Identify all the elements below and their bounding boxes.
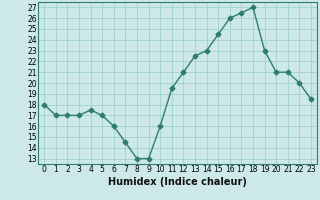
X-axis label: Humidex (Indice chaleur): Humidex (Indice chaleur) — [108, 177, 247, 187]
